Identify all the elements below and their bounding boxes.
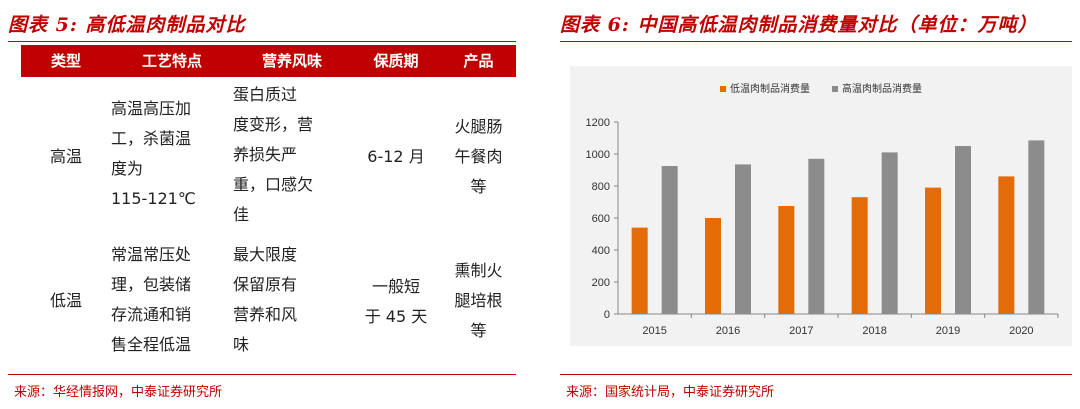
bar-chart: 0 200 400 600 800 1000 1200 2015 2016 2017 2018 201… <box>586 82 1059 337</box>
bar-low-temp <box>705 218 721 314</box>
y-tick-label: 1000 <box>586 149 610 161</box>
header-type: 类型 <box>50 52 81 70</box>
title-rule <box>560 41 1072 42</box>
cell-line: 售全程低温 <box>111 335 192 354</box>
cell-line: 常温常压处 <box>111 245 192 264</box>
x-tick-label: 2017 <box>789 325 813 337</box>
right-panel: 图表 6: 中国高低温肉制品消费量对比（单位：万吨） 0 200 400 600 800… <box>560 0 1072 409</box>
cell-line: 一般短 <box>371 277 420 296</box>
header-nutrition: 营养风味 <box>261 52 322 70</box>
x-tick-label: 2019 <box>936 325 960 337</box>
row-low-nutrition: 最大限度 保留原有 营养和风 味 <box>233 240 351 360</box>
cell-line: 高温高压加 <box>111 99 192 118</box>
cell-line: 工，杀菌温 <box>111 129 192 148</box>
row-high-nutrition: 蛋白质过 度变形，营 养损失严 重，口感欠 佳 <box>233 80 351 230</box>
cell-line: 最大限度 <box>233 245 298 264</box>
bar-low-temp <box>925 187 941 314</box>
cell-line: 蛋白质过 <box>233 85 298 104</box>
y-tick-label: 600 <box>592 213 610 225</box>
cell-line: 度为 <box>111 159 144 178</box>
chart-area: 0 200 400 600 800 1000 1200 2015 2016 2017 2018 201… <box>570 66 1072 346</box>
y-tick-label: 0 <box>604 309 610 321</box>
row-high-product: 火腿肠 午餐肉 等 <box>441 112 516 202</box>
cell-line: 于 45 天 <box>364 307 428 326</box>
table-header: 类型 工艺特点 营养风味 保质期 产品 <box>21 45 516 77</box>
cell-line: 存流通和销 <box>111 305 192 324</box>
type-text: 高温 <box>49 147 82 166</box>
x-tick-label: 2020 <box>1009 325 1033 337</box>
x-tick-label: 2015 <box>642 325 666 337</box>
header-shelf-life: 保质期 <box>373 52 419 70</box>
x-tick-label: 2016 <box>716 325 740 337</box>
bar-high-temp <box>881 152 898 314</box>
cell-line: 味 <box>233 335 250 354</box>
bar-high-temp <box>1028 140 1045 314</box>
header-product: 产品 <box>463 52 494 70</box>
source-note: 来源：华经情报网，中泰证券研究所 <box>14 385 223 400</box>
row-high-type: 高温 <box>21 142 111 172</box>
y-tick-label: 1200 <box>586 117 610 129</box>
type-text: 低温 <box>49 291 82 310</box>
left-panel: 图表 5: 高低温肉制品对比 类型 工艺特点 营养风味 保质期 产品 高温 高温… <box>8 0 516 409</box>
bar-high-temp <box>955 146 971 314</box>
title-rule <box>8 41 516 42</box>
row-high-process: 高温高压加 工，杀菌温 度为 115-121℃ <box>111 94 233 214</box>
cell-line: 重，口感欠 <box>233 175 314 194</box>
cell-line: 火腿肠 <box>454 117 503 136</box>
row-high-shelf-life: 6-12 月 <box>351 142 441 172</box>
cell-line: 午餐肉 <box>454 147 503 166</box>
row-low-process: 常温常压处 理，包装储 存流通和销 售全程低温 <box>111 240 233 360</box>
y-tick-label: 400 <box>592 245 610 257</box>
header-process: 工艺特点 <box>141 52 202 70</box>
cell-line: 等 <box>470 321 487 340</box>
cell-line: 营养和风 <box>233 305 298 324</box>
cell-line: 115-121℃ <box>111 189 196 208</box>
figure-5-title: 图表 5: 高低温肉制品对比 <box>8 14 246 36</box>
bar-high-temp <box>735 164 751 314</box>
bottom-rule <box>560 374 1072 375</box>
row-low-type: 低温 <box>21 286 111 316</box>
bar-low-temp <box>778 206 795 314</box>
cell-line: 腿培根 <box>454 291 503 310</box>
legend-swatch <box>832 86 838 92</box>
row-low-shelf-life: 一般短 于 45 天 <box>351 272 441 332</box>
figure-6-title: 图表 6: 中国高低温肉制品消费量对比（单位：万吨） <box>560 14 1038 36</box>
cell-line: 保留原有 <box>233 275 298 294</box>
cell-line: 6-12 月 <box>367 147 425 166</box>
legend-swatch <box>720 86 726 92</box>
cell-line: 养损失严 <box>233 145 298 164</box>
bar-low-temp <box>998 176 1015 314</box>
legend-label: 低温肉制品消费量 <box>730 82 810 95</box>
y-tick-label: 200 <box>592 277 610 289</box>
bar-high-temp <box>808 158 825 314</box>
bar-high-temp <box>661 166 678 314</box>
cell-line: 熏制火 <box>454 261 503 280</box>
cell-line: 等 <box>470 177 487 196</box>
bottom-rule <box>8 374 516 375</box>
bar-low-temp <box>631 227 648 314</box>
source-note: 来源：国家统计局，中泰证券研究所 <box>566 385 775 400</box>
y-tick-label: 800 <box>592 181 610 193</box>
row-low-product: 熏制火 腿培根 等 <box>441 256 516 346</box>
cell-line: 理，包装储 <box>111 275 192 294</box>
x-tick-label: 2018 <box>862 325 886 337</box>
cell-line: 度变形，营 <box>233 115 314 134</box>
cell-line: 佳 <box>233 205 250 224</box>
bar-low-temp <box>851 197 868 314</box>
legend-label: 高温肉制品消费量 <box>842 82 922 95</box>
